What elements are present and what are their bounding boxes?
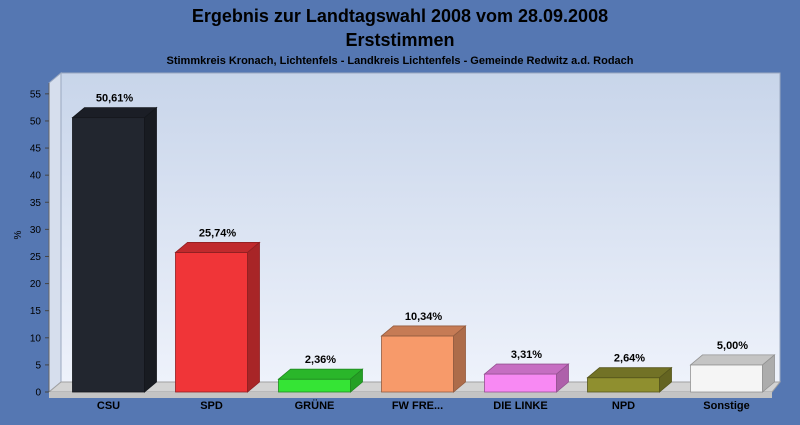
- bar-side: [144, 106, 157, 393]
- bar-value-label: 25,74%: [199, 227, 237, 239]
- bar-top: [689, 354, 776, 366]
- bar-top: [174, 242, 261, 253]
- bar-front: [484, 373, 557, 393]
- y-tick-label: 45: [30, 144, 42, 155]
- bar-top: [71, 107, 158, 119]
- bar-value-label: 3,31%: [511, 349, 542, 361]
- bar-top: [380, 325, 467, 337]
- y-tick-label: 5: [35, 360, 41, 371]
- bar-front: [278, 378, 351, 393]
- y-tick-label: 50: [30, 116, 42, 127]
- y-tick-label: 55: [30, 89, 42, 100]
- labels-group: 50,61% CSU 25,74% SPD 2,36% GRÜNE 10,34% FW FRE…: [96, 93, 750, 412]
- plot-floor-front: [49, 392, 772, 398]
- y-tick-label: 15: [30, 306, 42, 317]
- x-category-label: Sonstige: [703, 400, 749, 412]
- bar-front: [587, 377, 660, 393]
- bar-front: [690, 364, 763, 393]
- chart-subtitle: Erststimmen: [345, 30, 454, 50]
- x-category-label: GRÜNE: [295, 399, 335, 412]
- y-tick-label: 25: [30, 252, 42, 263]
- bar-side: [247, 241, 260, 393]
- bar-value-label: 50,61%: [96, 93, 134, 105]
- y-tick-label: 10: [30, 333, 42, 344]
- bar-value-label: 5,00%: [717, 340, 748, 352]
- x-category-label: DIE LINKE: [493, 400, 547, 412]
- bars-group: [71, 106, 776, 393]
- y-tick-label: 40: [30, 171, 42, 182]
- y-axis-label: %: [13, 230, 24, 239]
- bar-value-label: 2,64%: [614, 353, 645, 365]
- x-category-label: FW FRE...: [392, 400, 443, 412]
- chart-caption: Stimmkreis Kronach, Lichtenfels - Landkr…: [167, 55, 634, 67]
- bar-side: [556, 363, 569, 393]
- y-tick-label: 20: [30, 279, 42, 290]
- plot-side-wall: [48, 71, 62, 394]
- bar-side: [762, 354, 775, 393]
- y-tick-label: 30: [30, 225, 42, 236]
- chart-title: Ergebnis zur Landtagswahl 2008 vom 28.09…: [192, 6, 608, 26]
- y-tick-label: 0: [35, 388, 41, 399]
- bar-front: [381, 335, 454, 393]
- y-tick-label: 35: [30, 198, 42, 209]
- x-category-label: NPD: [612, 400, 635, 412]
- bar-side: [453, 325, 466, 393]
- bar-top: [586, 367, 673, 379]
- bar-value-label: 10,34%: [405, 311, 443, 323]
- bar-front: [175, 252, 248, 393]
- x-category-label: SPD: [200, 400, 223, 412]
- bar-front: [72, 117, 145, 393]
- x-category-label: CSU: [97, 400, 120, 412]
- bar-side: [350, 368, 363, 393]
- bar-side: [659, 366, 672, 393]
- bar-value-label: 2,36%: [305, 354, 336, 366]
- bar-top: [277, 368, 364, 380]
- bar-top: [483, 363, 570, 375]
